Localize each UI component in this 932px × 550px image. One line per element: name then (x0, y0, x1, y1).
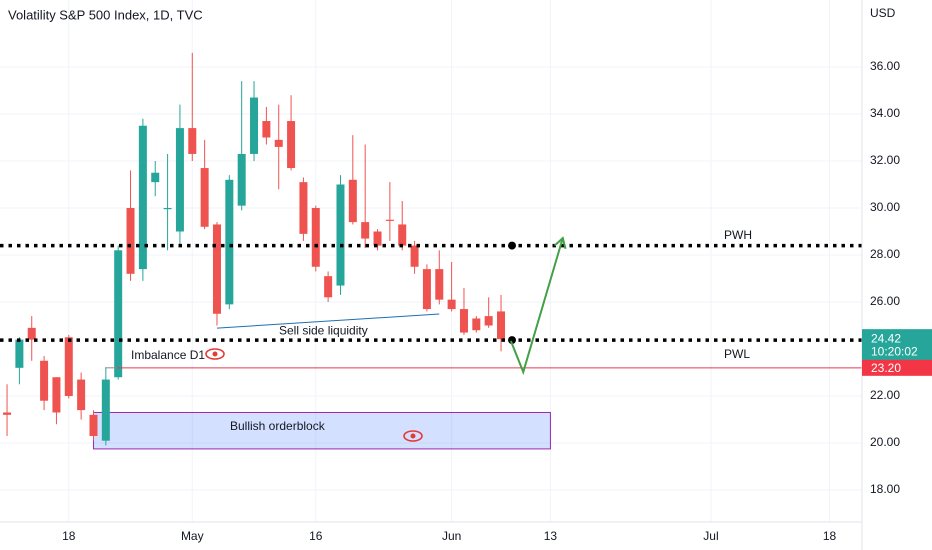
level-label: PWL (724, 347, 750, 361)
eye-icon (403, 430, 423, 442)
x-tick-label: 18 (823, 529, 837, 543)
x-tick-label: May (181, 529, 204, 543)
y-tick-label: 36.00 (870, 59, 900, 73)
plot: Bullish orderblock PWH PWL Imbalance D1 Sell… (0, 52, 862, 450)
y-tick-label: 34.00 (870, 106, 900, 120)
candle-body (89, 414, 98, 436)
x-tick-label: Jul (703, 529, 718, 543)
candle-body (336, 184, 345, 286)
candle-body (447, 299, 456, 310)
candle-body (3, 412, 12, 415)
liquidity-label: Sell side liquidity (279, 323, 368, 337)
candle-body (274, 139, 283, 147)
candle-body (237, 153, 246, 206)
eye-pupil (410, 433, 416, 439)
candle-body (435, 269, 444, 300)
candle-body (398, 224, 407, 246)
candle-body (188, 128, 197, 154)
candle-body (64, 337, 73, 397)
orderblock-label: Bullish orderblock (230, 419, 326, 433)
eye-outline (403, 430, 423, 442)
eye-icon (205, 348, 225, 360)
currency: USD (870, 6, 896, 20)
eye-outline (205, 348, 225, 360)
candle-body (40, 360, 49, 401)
candle-body (225, 179, 234, 305)
y-tick-label: 32.00 (870, 153, 900, 167)
candle-body (15, 339, 24, 368)
last-price-box (862, 329, 932, 361)
pwl-price-box (862, 359, 932, 376)
y-tick-label: 26.00 (870, 294, 900, 308)
arrow-head (553, 236, 567, 249)
y-tick-label: 28.00 (870, 247, 900, 261)
candle-body (410, 245, 419, 267)
candle-body (497, 311, 506, 340)
candle-body (126, 208, 135, 274)
y-tick-label: 18.00 (870, 482, 900, 496)
candle-body (52, 377, 61, 413)
candle-body (287, 121, 296, 169)
candle-body (101, 379, 110, 441)
y-tick-label: 20.00 (870, 435, 900, 449)
level-label: PWH (724, 228, 752, 242)
liquidity-line (216, 313, 440, 329)
candle-body (163, 208, 172, 210)
candle-body (262, 121, 271, 138)
candle-body (385, 219, 394, 221)
chart-title: Volatility S&P 500 Index, 1D, TVC (8, 7, 203, 22)
last-price-label: 24.42 (871, 331, 901, 345)
x-tick-label: 13 (544, 529, 558, 543)
level-dot (508, 241, 516, 250)
y-tick-label: 22.00 (870, 388, 900, 402)
candle-body (212, 224, 221, 314)
candle-body (361, 222, 370, 239)
candle-body (250, 97, 259, 154)
candle-body (299, 182, 308, 234)
candle-body (422, 269, 431, 310)
candle-body (324, 276, 333, 298)
candle-body (151, 172, 160, 183)
pwl-price-label: 23.20 (871, 361, 901, 375)
x-tick-label: 16 (309, 529, 323, 543)
projection-arrow (509, 237, 564, 376)
level-dot (508, 336, 516, 345)
orderblock-box (92, 411, 551, 450)
x-tick-label: Jun (442, 529, 461, 543)
candle-body (373, 231, 382, 246)
candle-body (484, 316, 493, 326)
candle-body (311, 208, 320, 267)
candle-body (472, 318, 481, 331)
candle-body (175, 128, 184, 232)
x-tick-label: 18 (62, 529, 76, 543)
candle-body (348, 179, 357, 223)
eye-pupil (212, 351, 218, 357)
candle-body (200, 168, 209, 227)
candle-body (77, 379, 86, 411)
candle-body (459, 309, 468, 333)
countdown-label: 10:20:02 (871, 344, 918, 358)
imbalance-label: Imbalance D1 (131, 348, 205, 362)
candle-body (114, 250, 123, 378)
y-tick-label: 30.00 (870, 200, 900, 214)
candle-body (27, 327, 36, 340)
candle-body (138, 125, 147, 270)
